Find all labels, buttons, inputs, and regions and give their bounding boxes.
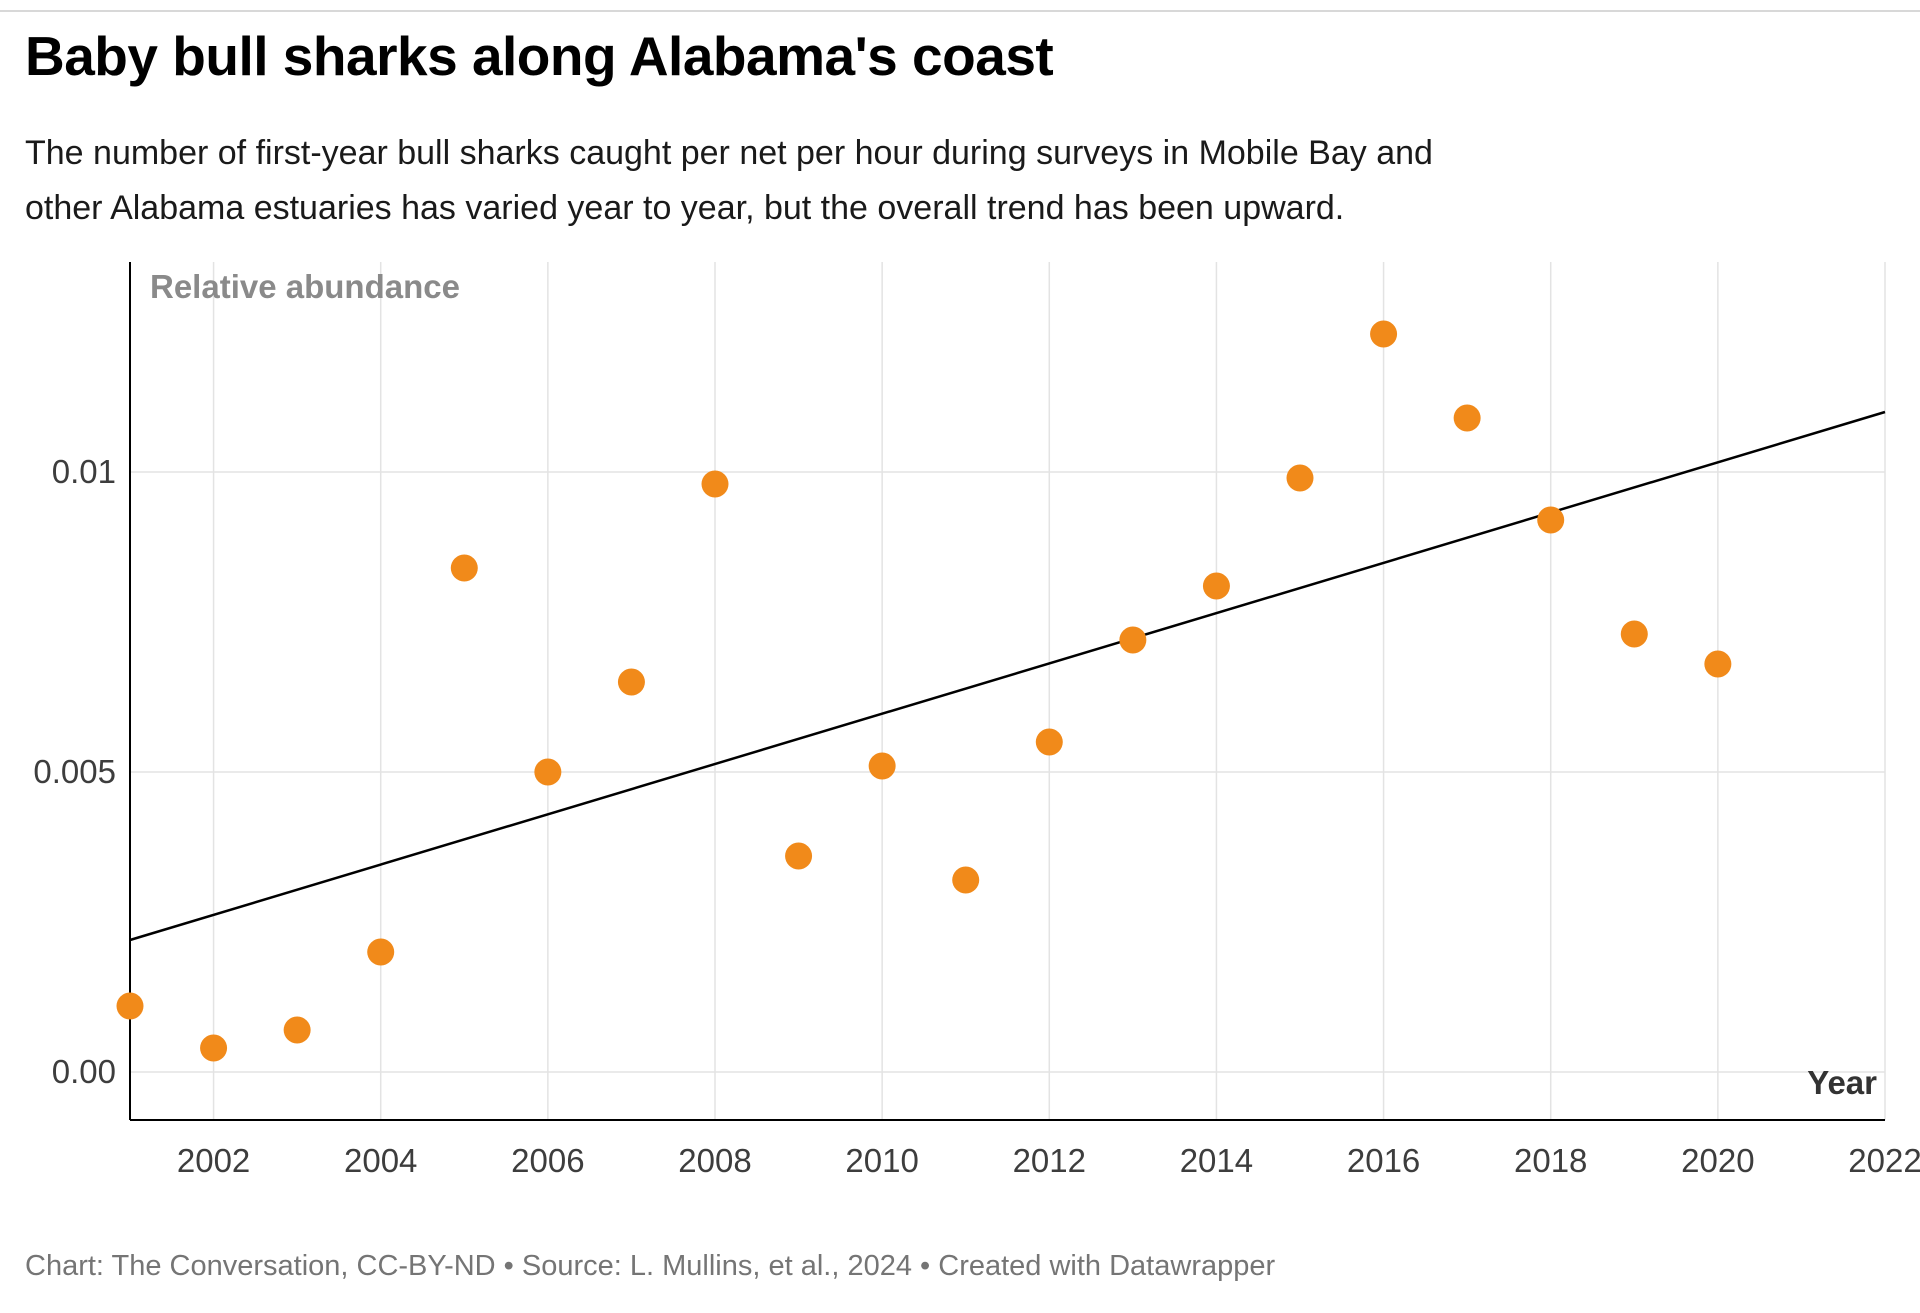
data-point (1620, 620, 1648, 648)
y-tick-label: 0.01 (52, 453, 116, 490)
chart-subtitle-line: other Alabama estuaries has varied year … (25, 189, 1345, 227)
top-border (0, 10, 1920, 12)
data-point (952, 866, 980, 894)
data-point (1035, 728, 1063, 756)
trend-line (129, 410, 1886, 942)
data-point (200, 1034, 228, 1062)
chart-title: Baby bull sharks along Alabama's coast (25, 25, 1054, 87)
data-point (701, 470, 729, 498)
x-tick-label: 2016 (1347, 1142, 1420, 1179)
x-tick-label: 2002 (177, 1142, 250, 1179)
x-tick-label: 2006 (511, 1142, 584, 1179)
data-point (534, 758, 562, 786)
data-point (367, 938, 395, 966)
data-point (1453, 404, 1481, 432)
data-point (1537, 506, 1565, 534)
x-tick-label: 2008 (678, 1142, 751, 1179)
x-tick-label: 2012 (1013, 1142, 1086, 1179)
y-tick-label: 0.005 (33, 753, 116, 790)
attribution: Chart: The Conversation, CC-BY-ND • Sour… (25, 1250, 1276, 1282)
data-point (1119, 626, 1147, 654)
chart-subtitle: The number of first-year bull sharks cau… (25, 126, 1433, 236)
data-point (868, 752, 896, 780)
data-point (283, 1016, 311, 1044)
data-point (1370, 320, 1398, 348)
y-axis-title: Relative abundance (150, 268, 460, 305)
data-point (1286, 464, 1314, 492)
data-point (785, 842, 813, 870)
chart-subtitle-line: The number of first-year bull sharks cau… (25, 134, 1433, 172)
x-axis-title: Year (1807, 1064, 1877, 1101)
data-point (1202, 572, 1230, 600)
data-point (617, 668, 645, 696)
data-point (450, 554, 478, 582)
x-tick-label: 2020 (1681, 1142, 1754, 1179)
x-tick-label: 2018 (1514, 1142, 1587, 1179)
x-tick-label: 2014 (1180, 1142, 1253, 1179)
data-point (1704, 650, 1732, 678)
x-tick-label: 2022 (1848, 1142, 1920, 1179)
x-tick-label: 2010 (845, 1142, 918, 1179)
x-tick-label: 2004 (344, 1142, 417, 1179)
data-point (116, 992, 144, 1020)
y-tick-label: 0.00 (52, 1053, 116, 1090)
